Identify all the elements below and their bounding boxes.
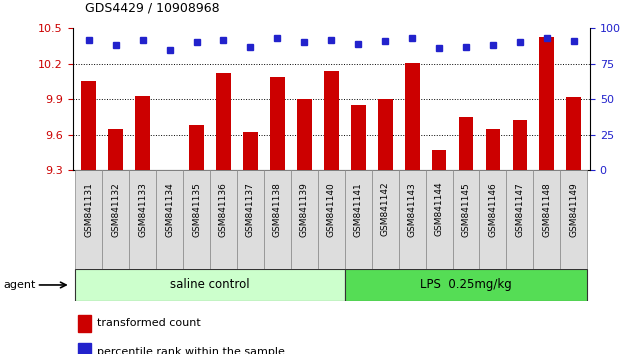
Text: GSM841135: GSM841135 bbox=[192, 182, 201, 237]
Bar bbox=[318, 170, 345, 269]
Bar bbox=[183, 170, 210, 269]
Bar bbox=[512, 120, 528, 170]
Text: LPS  0.25mg/kg: LPS 0.25mg/kg bbox=[420, 279, 512, 291]
Bar bbox=[452, 170, 480, 269]
Text: saline control: saline control bbox=[170, 279, 250, 291]
Bar bbox=[399, 170, 425, 269]
Text: GDS4429 / 10908968: GDS4429 / 10908968 bbox=[85, 1, 220, 14]
Bar bbox=[324, 71, 339, 170]
Bar bbox=[243, 132, 258, 170]
Text: GSM841149: GSM841149 bbox=[569, 182, 579, 236]
Bar bbox=[129, 170, 156, 269]
Text: GSM841141: GSM841141 bbox=[354, 182, 363, 236]
Bar bbox=[533, 170, 560, 269]
Bar bbox=[156, 170, 183, 269]
Bar bbox=[189, 125, 204, 170]
Text: GSM841142: GSM841142 bbox=[380, 182, 390, 236]
Text: GSM841146: GSM841146 bbox=[488, 182, 497, 236]
Text: GSM841147: GSM841147 bbox=[516, 182, 524, 236]
Bar bbox=[237, 170, 264, 269]
Text: GSM841137: GSM841137 bbox=[246, 182, 255, 237]
Bar bbox=[291, 170, 318, 269]
Bar bbox=[345, 269, 587, 301]
Text: GSM841139: GSM841139 bbox=[300, 182, 309, 237]
Bar bbox=[216, 73, 231, 170]
Bar bbox=[75, 170, 102, 269]
Bar bbox=[81, 81, 96, 170]
Bar bbox=[540, 36, 554, 170]
Bar bbox=[135, 96, 150, 170]
Bar bbox=[345, 170, 372, 269]
Text: GSM841144: GSM841144 bbox=[435, 182, 444, 236]
Text: GSM841143: GSM841143 bbox=[408, 182, 416, 236]
Text: GSM841148: GSM841148 bbox=[543, 182, 551, 236]
Text: GSM841132: GSM841132 bbox=[111, 182, 120, 236]
Text: GSM841133: GSM841133 bbox=[138, 182, 147, 237]
Bar bbox=[109, 129, 123, 170]
Bar bbox=[480, 170, 507, 269]
Bar bbox=[507, 170, 533, 269]
Bar bbox=[432, 150, 447, 170]
Text: GSM841140: GSM841140 bbox=[327, 182, 336, 236]
Text: GSM841131: GSM841131 bbox=[84, 182, 93, 237]
Bar bbox=[378, 99, 392, 170]
Text: percentile rank within the sample: percentile rank within the sample bbox=[97, 347, 285, 354]
Text: agent: agent bbox=[3, 280, 35, 290]
Bar bbox=[372, 170, 399, 269]
Bar bbox=[75, 269, 345, 301]
Text: GSM841134: GSM841134 bbox=[165, 182, 174, 236]
Text: GSM841145: GSM841145 bbox=[461, 182, 471, 236]
Bar bbox=[78, 315, 91, 332]
Bar bbox=[459, 117, 473, 170]
Bar bbox=[351, 105, 365, 170]
Bar bbox=[486, 129, 500, 170]
Bar bbox=[425, 170, 452, 269]
Bar bbox=[210, 170, 237, 269]
Bar bbox=[404, 63, 420, 170]
Bar bbox=[560, 170, 587, 269]
Bar bbox=[567, 97, 581, 170]
Text: GSM841138: GSM841138 bbox=[273, 182, 282, 237]
Text: transformed count: transformed count bbox=[97, 318, 201, 328]
Bar bbox=[270, 77, 285, 170]
Text: GSM841136: GSM841136 bbox=[219, 182, 228, 237]
Bar bbox=[102, 170, 129, 269]
Bar bbox=[297, 99, 312, 170]
Bar bbox=[264, 170, 291, 269]
Bar bbox=[78, 343, 91, 354]
